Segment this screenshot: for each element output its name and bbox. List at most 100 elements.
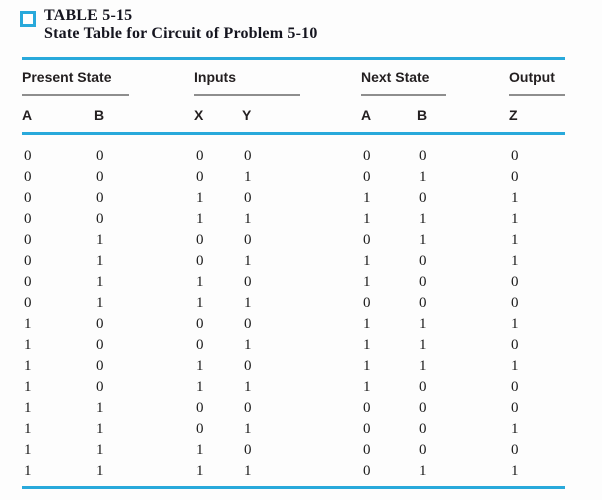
table-cell: 0 — [96, 379, 104, 395]
table-cell: 0 — [24, 253, 32, 269]
group-next-state: Next State — [361, 69, 509, 96]
group-present-state: Present State — [22, 69, 194, 96]
table-cell: 1 — [511, 316, 519, 332]
table-cell: 1 — [244, 421, 252, 437]
table-cell: 0 — [24, 232, 32, 248]
table-cell: 1 — [196, 358, 204, 374]
col-header-present-b: B — [94, 107, 105, 123]
table-cell: 0 — [511, 295, 519, 311]
table-subtitle: State Table for Circuit of Problem 5-10 — [44, 25, 318, 42]
table-cell: 0 — [511, 169, 519, 185]
column-header-row: A B X Y A B Z — [22, 96, 565, 132]
table-cell: 1 — [24, 316, 32, 332]
table-title-block: TABLE 5-15 State Table for Circuit of Pr… — [20, 7, 318, 43]
table-cell: 1 — [96, 232, 104, 248]
table-cell: 1 — [196, 190, 204, 206]
table-row: 0 0 1 0 1 0 1 — [22, 188, 565, 209]
table-cell: 0 — [419, 295, 427, 311]
table-row: 1 0 0 0 1 1 1 — [22, 314, 565, 335]
table-row: 1 1 0 0 0 0 0 — [22, 398, 565, 419]
table-bottom-rule — [22, 486, 565, 489]
table-row: 1 1 1 1 0 1 1 — [22, 461, 565, 482]
table-row: 0 0 0 1 0 1 0 — [22, 167, 565, 188]
table-cell: 0 — [244, 442, 252, 458]
table-cell: 1 — [196, 211, 204, 227]
table-cell: 1 — [24, 400, 32, 416]
table-label: TABLE 5-15 — [44, 7, 133, 24]
table-cell: 0 — [96, 190, 104, 206]
table-cell: 0 — [419, 253, 427, 269]
table-cell: 0 — [363, 169, 371, 185]
table-cell: 1 — [96, 295, 104, 311]
table-cell: 1 — [419, 232, 427, 248]
table-cell: 0 — [96, 358, 104, 374]
table-cell: 0 — [96, 316, 104, 332]
table-cell: 0 — [419, 400, 427, 416]
table-cell: 1 — [244, 169, 252, 185]
table-cell: 0 — [419, 379, 427, 395]
table-cell: 0 — [244, 232, 252, 248]
table-row: 0 1 1 1 0 0 0 — [22, 293, 565, 314]
table-cell: 0 — [244, 274, 252, 290]
table-row: 0 0 1 1 1 1 1 — [22, 209, 565, 230]
table-cell: 0 — [419, 442, 427, 458]
group-underline — [22, 94, 129, 96]
table-cell: 0 — [419, 148, 427, 164]
table-cell: 0 — [511, 148, 519, 164]
table-cell: 0 — [363, 232, 371, 248]
table-cell: 0 — [96, 169, 104, 185]
table-cell: 1 — [196, 379, 204, 395]
table-cell: 0 — [96, 337, 104, 353]
table-cell: 1 — [363, 253, 371, 269]
table-cell: 1 — [24, 442, 32, 458]
table-cell: 1 — [196, 295, 204, 311]
table-cell: 0 — [196, 421, 204, 437]
table-cell: 1 — [511, 190, 519, 206]
table-cell: 1 — [419, 316, 427, 332]
table-cell: 0 — [24, 190, 32, 206]
table-cell: 1 — [24, 358, 32, 374]
table-cell: 1 — [96, 421, 104, 437]
table-cell: 1 — [96, 400, 104, 416]
table-cell: 1 — [511, 253, 519, 269]
table-cell: 1 — [419, 337, 427, 353]
table-row: 0 0 0 0 0 0 0 — [22, 146, 565, 167]
table-row: 1 0 1 1 1 0 0 — [22, 377, 565, 398]
table-cell: 0 — [24, 169, 32, 185]
table-cell: 0 — [363, 421, 371, 437]
table-cell: 0 — [244, 316, 252, 332]
table-cell: 1 — [24, 337, 32, 353]
table-cell: 0 — [196, 400, 204, 416]
table-cell: 1 — [363, 337, 371, 353]
table-cell: 1 — [96, 463, 104, 479]
table-cell: 1 — [511, 358, 519, 374]
table-body: 0 0 0 0 0 0 0 0 0 0 1 0 1 0 0 0 1 0 1 0 1 0 0 1 1 1 1 1 0 1 0 0 0 1 1 0 1 0 1 1… — [22, 135, 565, 486]
table-row: 0 1 0 0 0 1 1 — [22, 230, 565, 251]
table-cell: 1 — [363, 190, 371, 206]
table-cell: 0 — [244, 148, 252, 164]
table-cell: 0 — [244, 400, 252, 416]
table-cell: 0 — [196, 253, 204, 269]
table-cell: 1 — [244, 253, 252, 269]
table-cell: 1 — [24, 421, 32, 437]
table-cell: 1 — [24, 379, 32, 395]
col-header-output-z: Z — [509, 107, 518, 123]
table-cell: 0 — [24, 295, 32, 311]
header-bottom-rule — [22, 132, 565, 135]
table-cell: 0 — [96, 148, 104, 164]
table-cell: 1 — [244, 463, 252, 479]
table-cell: 1 — [244, 379, 252, 395]
table-row: 0 1 0 1 1 0 1 — [22, 251, 565, 272]
table-cell: 0 — [511, 337, 519, 353]
table-cell: 0 — [419, 274, 427, 290]
table-cell: 0 — [363, 463, 371, 479]
table-cell: 1 — [419, 211, 427, 227]
table-cell: 0 — [511, 379, 519, 395]
table-cell: 1 — [511, 232, 519, 248]
table-cell: 1 — [363, 358, 371, 374]
table-cell: 0 — [196, 232, 204, 248]
table-cell: 0 — [244, 358, 252, 374]
table-row: 0 1 1 0 1 0 0 — [22, 272, 565, 293]
table-cell: 1 — [196, 442, 204, 458]
col-header-next-a: A — [361, 107, 372, 123]
